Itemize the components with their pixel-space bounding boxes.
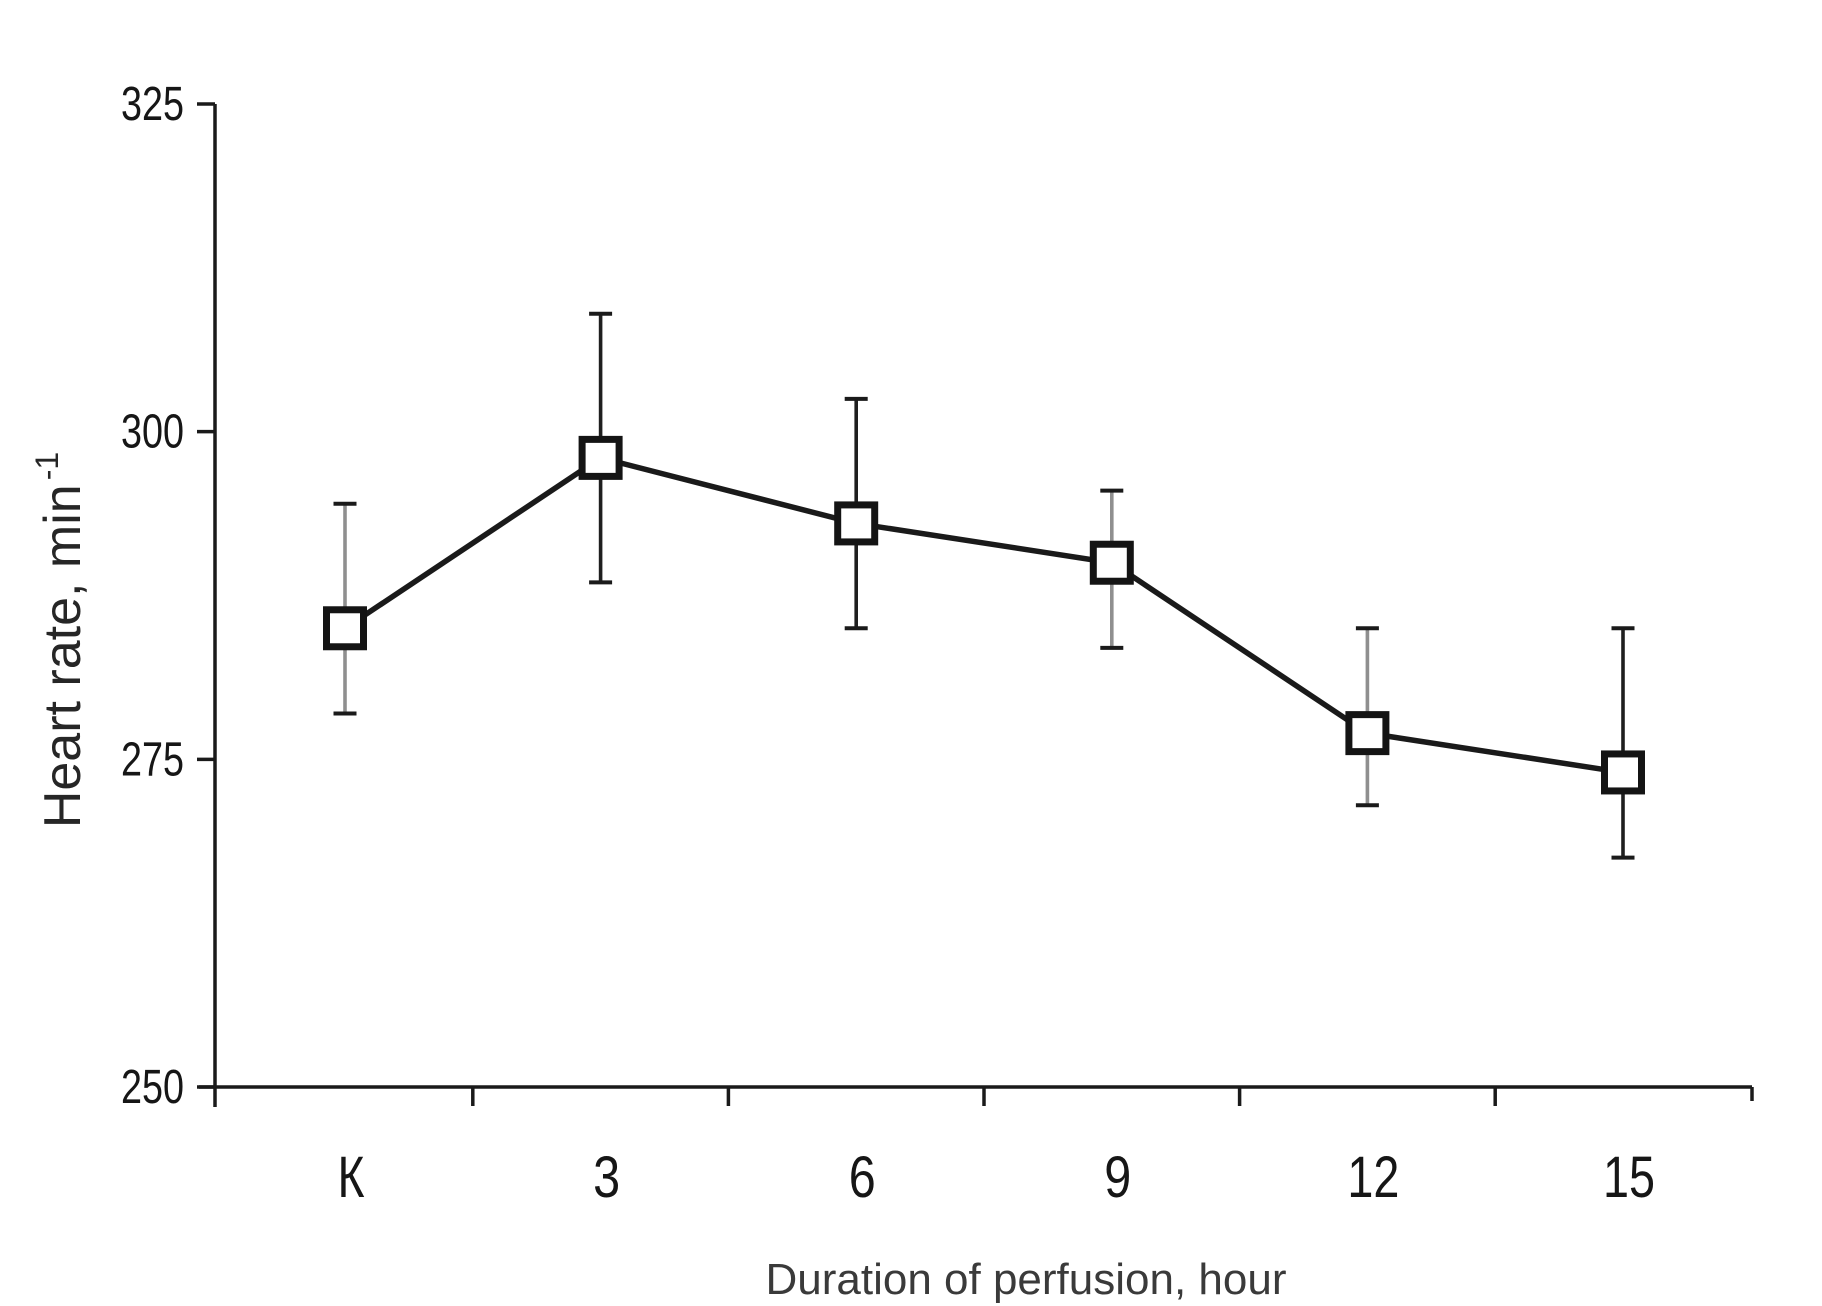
data-point-marker xyxy=(578,435,623,480)
x-category-label: 12 xyxy=(1347,1145,1399,1210)
series-line xyxy=(343,454,1624,776)
data-point-marker xyxy=(1089,540,1134,585)
data-point-marker xyxy=(1601,750,1645,795)
x-category-label: 6 xyxy=(849,1145,876,1210)
series-line-layer xyxy=(343,454,1624,776)
y-tick-label: 250 xyxy=(121,1061,184,1114)
x-axis-title: Duration of perfusion, hour xyxy=(766,1255,1287,1304)
x-category-label: 3 xyxy=(593,1145,620,1210)
axes-layer xyxy=(197,102,1754,1107)
data-point-marker xyxy=(1345,711,1390,756)
x-category-label: К xyxy=(338,1145,365,1210)
data-point-marker xyxy=(323,606,367,651)
y-tick-label: 275 xyxy=(121,733,184,786)
tick-labels-layer: 250 275 300 325 К 3 6 9 12 15 xyxy=(121,78,1655,1210)
data-point-marker xyxy=(834,501,879,546)
y-tick-label: 325 xyxy=(121,78,184,131)
error-bars-layer xyxy=(333,311,1635,860)
x-category-label: 15 xyxy=(1603,1145,1655,1210)
y-axis-title: Heart rate, min-1 xyxy=(29,452,92,828)
x-category-label: 9 xyxy=(1104,1145,1131,1210)
y-tick-label: 300 xyxy=(121,406,184,459)
y-axis-title-exponent: -1 xyxy=(29,452,65,480)
data-markers-layer xyxy=(323,435,1645,795)
